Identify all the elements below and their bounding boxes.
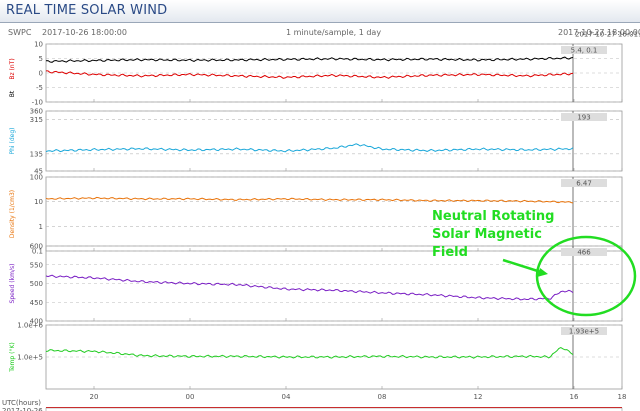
y-tick-label-phi: 45 <box>34 168 43 176</box>
x-tick-label: 18 <box>618 393 627 401</box>
y-tick-label-phi: 315 <box>30 116 43 124</box>
annotation-circle <box>535 235 637 317</box>
series-line-temp <box>45 347 574 359</box>
y-tick-label-temp: 1.0e+6 <box>17 322 43 330</box>
y-tick-label-density: 1 <box>39 223 43 231</box>
y-tick-label-density: 100 <box>30 174 43 182</box>
readout-box-mag <box>561 46 607 54</box>
readout-box-speed <box>561 248 607 256</box>
y-tick-label-speed: 450 <box>30 299 43 307</box>
series-line-bz <box>46 70 574 79</box>
annotation-line-1: Neutral Rotating <box>432 209 555 224</box>
y-tick-label-speed: 550 <box>30 261 43 269</box>
series-line-phi <box>45 143 574 153</box>
annotation-line-3: Field <box>432 245 468 260</box>
readout-value-temp: 1.93e+5 <box>569 328 599 336</box>
series-line-bt <box>45 56 574 63</box>
readout-value-speed: 466 <box>577 249 591 257</box>
y-tick-label-temp: 1.0e+5 <box>17 354 43 362</box>
x-tick-label: 08 <box>378 393 387 401</box>
utc-bar <box>46 407 622 408</box>
x-tick-label: 04 <box>282 393 291 401</box>
y-tick-label-mag: -10 <box>32 99 43 107</box>
y-tick-label-phi: 135 <box>30 150 43 158</box>
page-title: REAL TIME SOLAR WIND <box>6 3 168 18</box>
y-tick-label-mag: 10 <box>34 41 43 49</box>
y-tick-label-density: 10 <box>34 198 43 206</box>
annotation-arrowhead <box>537 268 548 277</box>
x-tick-label: 12 <box>474 393 483 401</box>
solar-wind-chart: SWPC 2017-10-26 18:00:00 1 minute/sample… <box>2 28 640 411</box>
cadence-label: 1 minute/sample, 1 day <box>286 28 381 37</box>
cursor-time-label: 2017-10-27 16:01:00 <box>575 31 640 39</box>
series-line-speed <box>45 274 574 301</box>
readout-box-density <box>561 179 607 187</box>
y-tick-label-density: 0.1 <box>32 248 43 256</box>
series-line-density <box>45 196 574 204</box>
y-axis-label-phi: Phi (deg) <box>9 128 16 155</box>
x-tick-label: 20 <box>90 393 99 401</box>
y-tick-label-mag: -5 <box>36 84 43 92</box>
title-bar: REAL TIME SOLAR WIND <box>0 0 640 23</box>
time-axis-frame <box>45 407 623 411</box>
y-axis-label-bz: Bz (nT) <box>9 58 16 79</box>
y-axis-label-speed: Speed (km/s) <box>9 264 16 304</box>
x-tick-label: 00 <box>186 393 195 401</box>
y-axis-label-temp: Temp (°K) <box>9 342 16 373</box>
y-tick-label-phi: 360 <box>30 108 43 116</box>
x-tick-label: 16 <box>570 393 579 401</box>
end-time-label: 2017-10-27 18:00:00 <box>558 28 640 37</box>
readout-value-mag: 5.4, 0.1 <box>571 47 598 55</box>
y-tick-label-mag: 0 <box>39 70 43 78</box>
date-label-1: 2017-10-26 <box>2 407 43 411</box>
y-tick-label-mag: 5 <box>39 55 43 63</box>
y-tick-label-speed: 400 <box>30 318 43 326</box>
y-axis-label-density: Density (1/cm3) <box>9 190 16 238</box>
readout-value-phi: 193 <box>577 114 590 122</box>
y-axis-label-bt: Bt <box>9 90 16 97</box>
readout-box-temp <box>561 327 607 335</box>
y-tick-label-speed: 500 <box>30 280 43 288</box>
y-tick-label-speed: 600 <box>30 243 43 251</box>
x-axis-label: UTC(hours) <box>2 399 41 407</box>
org-label: SWPC <box>8 28 32 37</box>
readout-box-phi <box>561 113 607 121</box>
annotation-line-2: Solar Magnetic <box>432 227 542 242</box>
panel-frame-phi <box>45 110 623 172</box>
start-time-label: 2017-10-26 18:00:00 <box>42 28 127 37</box>
readout-value-density: 6.47 <box>576 180 592 188</box>
